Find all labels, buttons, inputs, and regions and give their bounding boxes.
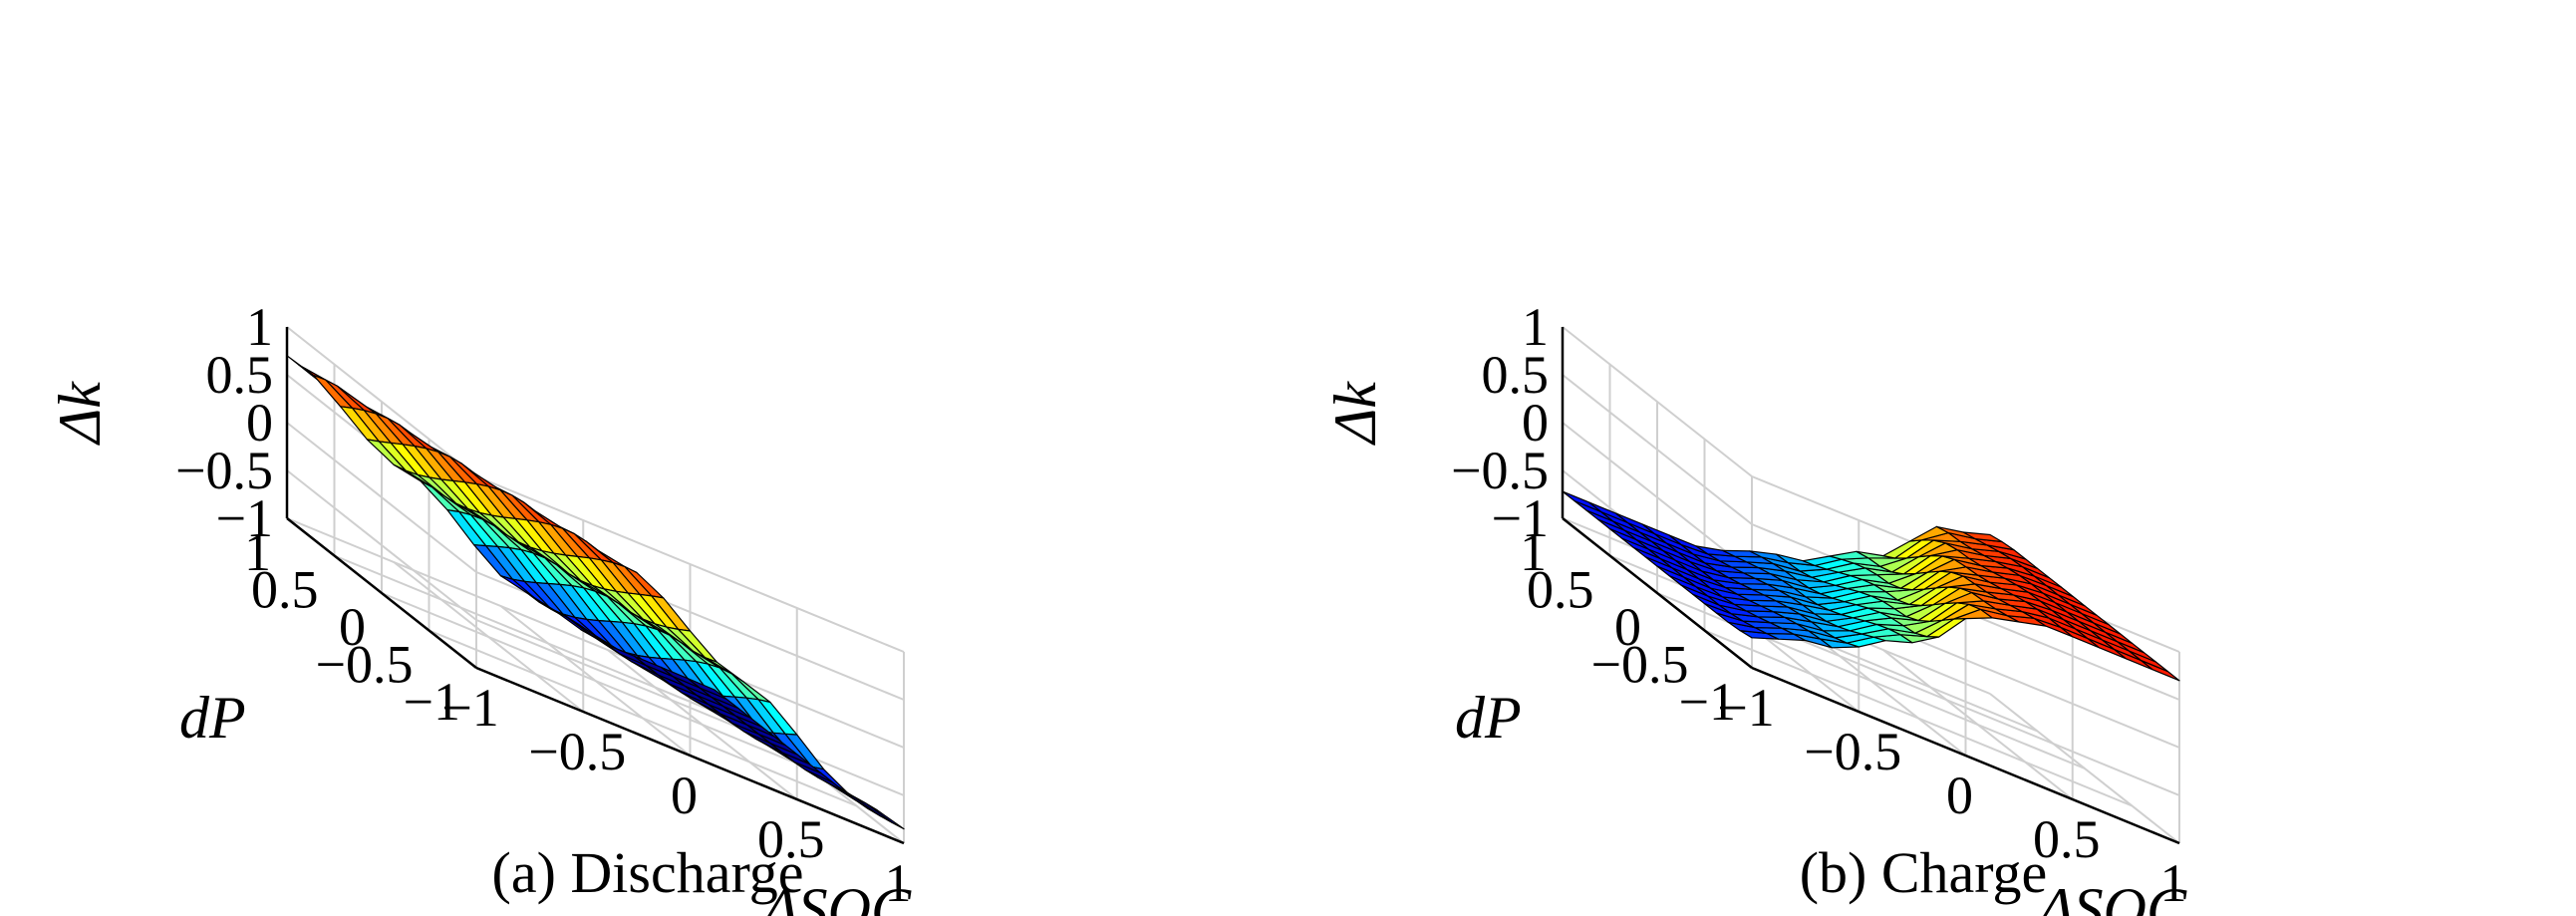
surface-patch	[286, 355, 327, 381]
surface-patch	[687, 678, 727, 700]
x-axis	[475, 666, 905, 845]
z-axis-label: Δk	[47, 381, 113, 446]
y-tick-label: 1	[244, 522, 271, 582]
figure-caption: (a) Discharge	[492, 840, 804, 905]
figure-caption: (b) Charge	[1800, 840, 2048, 905]
y-tick-label: −1	[404, 672, 460, 732]
x-tick-label: −0.5	[528, 722, 626, 781]
surface	[1562, 490, 2180, 682]
x-tick-label: 0	[671, 765, 698, 825]
y-axis-label: dP	[1455, 685, 1522, 751]
surface-patch	[2140, 659, 2180, 682]
z-tick-label: −1	[1492, 488, 1549, 548]
axes	[285, 327, 905, 845]
surface-patch	[313, 375, 354, 409]
z-axis-label: Δk	[1322, 381, 1388, 446]
x-axis	[1751, 666, 2180, 845]
y-axis	[286, 517, 477, 669]
x-axis-label: ΔSOC	[760, 876, 912, 916]
y-tick-label: 0.5	[251, 560, 319, 620]
x-tick-label: 0	[1946, 765, 1973, 825]
z-tick-label: 1	[1522, 297, 1549, 357]
x-tick-label: −0.5	[1804, 722, 1901, 781]
y-tick-label: 0	[1614, 597, 1641, 657]
y-tick-label: 0	[339, 597, 366, 657]
surface-patch	[1562, 490, 1602, 513]
x-axis-label: ΔSOC	[2036, 876, 2187, 916]
y-tick-label: 0.5	[1527, 560, 1594, 620]
z-tick-label: −0.5	[175, 441, 273, 500]
surface-patch	[1962, 531, 2003, 543]
surface	[286, 355, 905, 830]
z-tick-label: −0.5	[1451, 441, 1549, 500]
z-tick-label: 0.5	[206, 345, 274, 405]
y-tick-label: 1	[1520, 522, 1547, 582]
x-tick-label: 1	[2160, 853, 2187, 913]
y-axis-label: dP	[179, 685, 246, 751]
z-tick-label: 0	[1522, 393, 1549, 453]
y-tick-label: −0.5	[1591, 635, 1689, 695]
z-tick-label: 1	[246, 297, 273, 357]
x-tick-label: 1	[885, 853, 912, 913]
z-tick-label: 0	[246, 393, 273, 453]
surface-chart-discharge: −1−0.500.5110.50−0.5−1−1−0.500.51ΔkdPΔSO…	[47, 297, 912, 916]
y-tick-label: −0.5	[316, 635, 414, 695]
x-tick-label: 0.5	[757, 809, 825, 869]
surface-chart-charge: −1−0.500.5110.50−0.5−1−1−0.500.51ΔkdPΔSO…	[1322, 297, 2187, 916]
x-tick-label: 0.5	[2033, 809, 2101, 869]
axes	[1561, 327, 2180, 845]
y-tick-label: −1	[1679, 672, 1736, 732]
z-tick-label: 0.5	[1482, 345, 1550, 405]
x-tick-label: −1	[441, 678, 498, 738]
z-tick-label: −1	[216, 488, 273, 548]
x-tick-label: −1	[1717, 678, 1774, 738]
y-axis	[1562, 517, 1753, 669]
